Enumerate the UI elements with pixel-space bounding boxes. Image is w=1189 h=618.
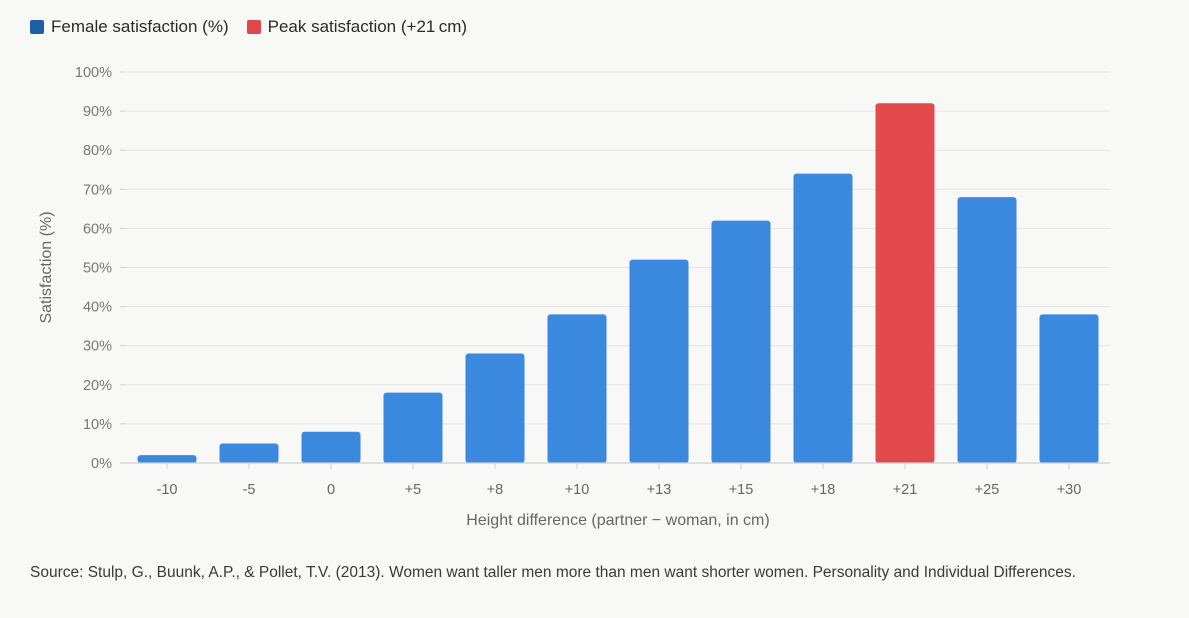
legend-swatch-blue [30,20,44,34]
y-tick-label: 40% [83,300,112,316]
chart-grid [126,71,1110,464]
bar[interactable] [465,353,525,463]
legend-label-female-satisfaction: Female satisfaction (%) [51,17,229,36]
x-tick-label: +30 [1057,482,1082,498]
x-tick-label: +10 [565,482,590,498]
legend-item-peak-satisfaction[interactable]: Peak satisfaction (+21 cm) [246,17,468,37]
bar[interactable] [1039,314,1099,463]
bar[interactable] [301,431,361,463]
x-tick-label: +15 [729,482,754,498]
x-tick-label: +18 [811,482,836,498]
y-tick-label: 20% [83,378,112,394]
bar-chart: 0% 10% 20% 30% 40% 50% 60% 70% 80% 90% 100% -10 -5 0… [38,65,1110,529]
bar[interactable] [547,314,607,463]
x-tick-label: +8 [487,482,504,498]
x-tick-label: +25 [975,482,1000,498]
bar[interactable] [383,392,443,463]
x-tick-label: +13 [647,482,672,498]
legend-label-peak-satisfaction: Peak satisfaction (+21 cm) [267,17,468,36]
y-tick-label: 50% [83,261,112,277]
y-tick-label: 100% [75,65,112,81]
x-axis-label: Height difference (partner − woman, in c… [466,512,769,529]
y-tick-label: 30% [83,339,112,355]
bar[interactable] [711,220,771,463]
x-tick-label: 0 [327,482,335,498]
y-tick-label: 70% [83,182,112,198]
chart-bars [137,103,1099,463]
y-tick-label: 0% [91,456,112,472]
bar[interactable] [137,455,197,463]
y-tick-label: 80% [83,143,112,159]
chart-legend: Female satisfaction (%) Peak satisfactio… [30,17,485,37]
y-axis-ticks: 0% 10% 20% 30% 40% 50% 60% 70% 80% 90% 100% [75,65,126,472]
legend-item-female-satisfaction[interactable]: Female satisfaction (%) [30,17,229,37]
bar[interactable] [219,443,279,463]
y-axis-label: Satisfaction (%) [38,211,55,323]
bar[interactable] [957,197,1017,463]
bar[interactable] [793,173,853,463]
bar[interactable] [629,259,689,463]
x-tick-label: +21 [893,482,918,498]
y-tick-label: 10% [83,417,112,433]
x-tick-label: +5 [405,482,422,498]
x-tick-label: -10 [157,482,178,498]
x-axis-ticks: -10 -5 0 +5 +8 +10 +13 +15 +18 +21 +25 +30 [157,463,1082,498]
y-tick-label: 60% [83,221,112,237]
legend-swatch-red [246,20,261,34]
y-tick-label: 90% [83,104,112,120]
source-citation: Source: Stulp, G., Buunk, A.P., & Pollet… [30,564,1076,581]
x-tick-label: -5 [243,482,256,498]
bar-peak[interactable] [875,103,935,463]
